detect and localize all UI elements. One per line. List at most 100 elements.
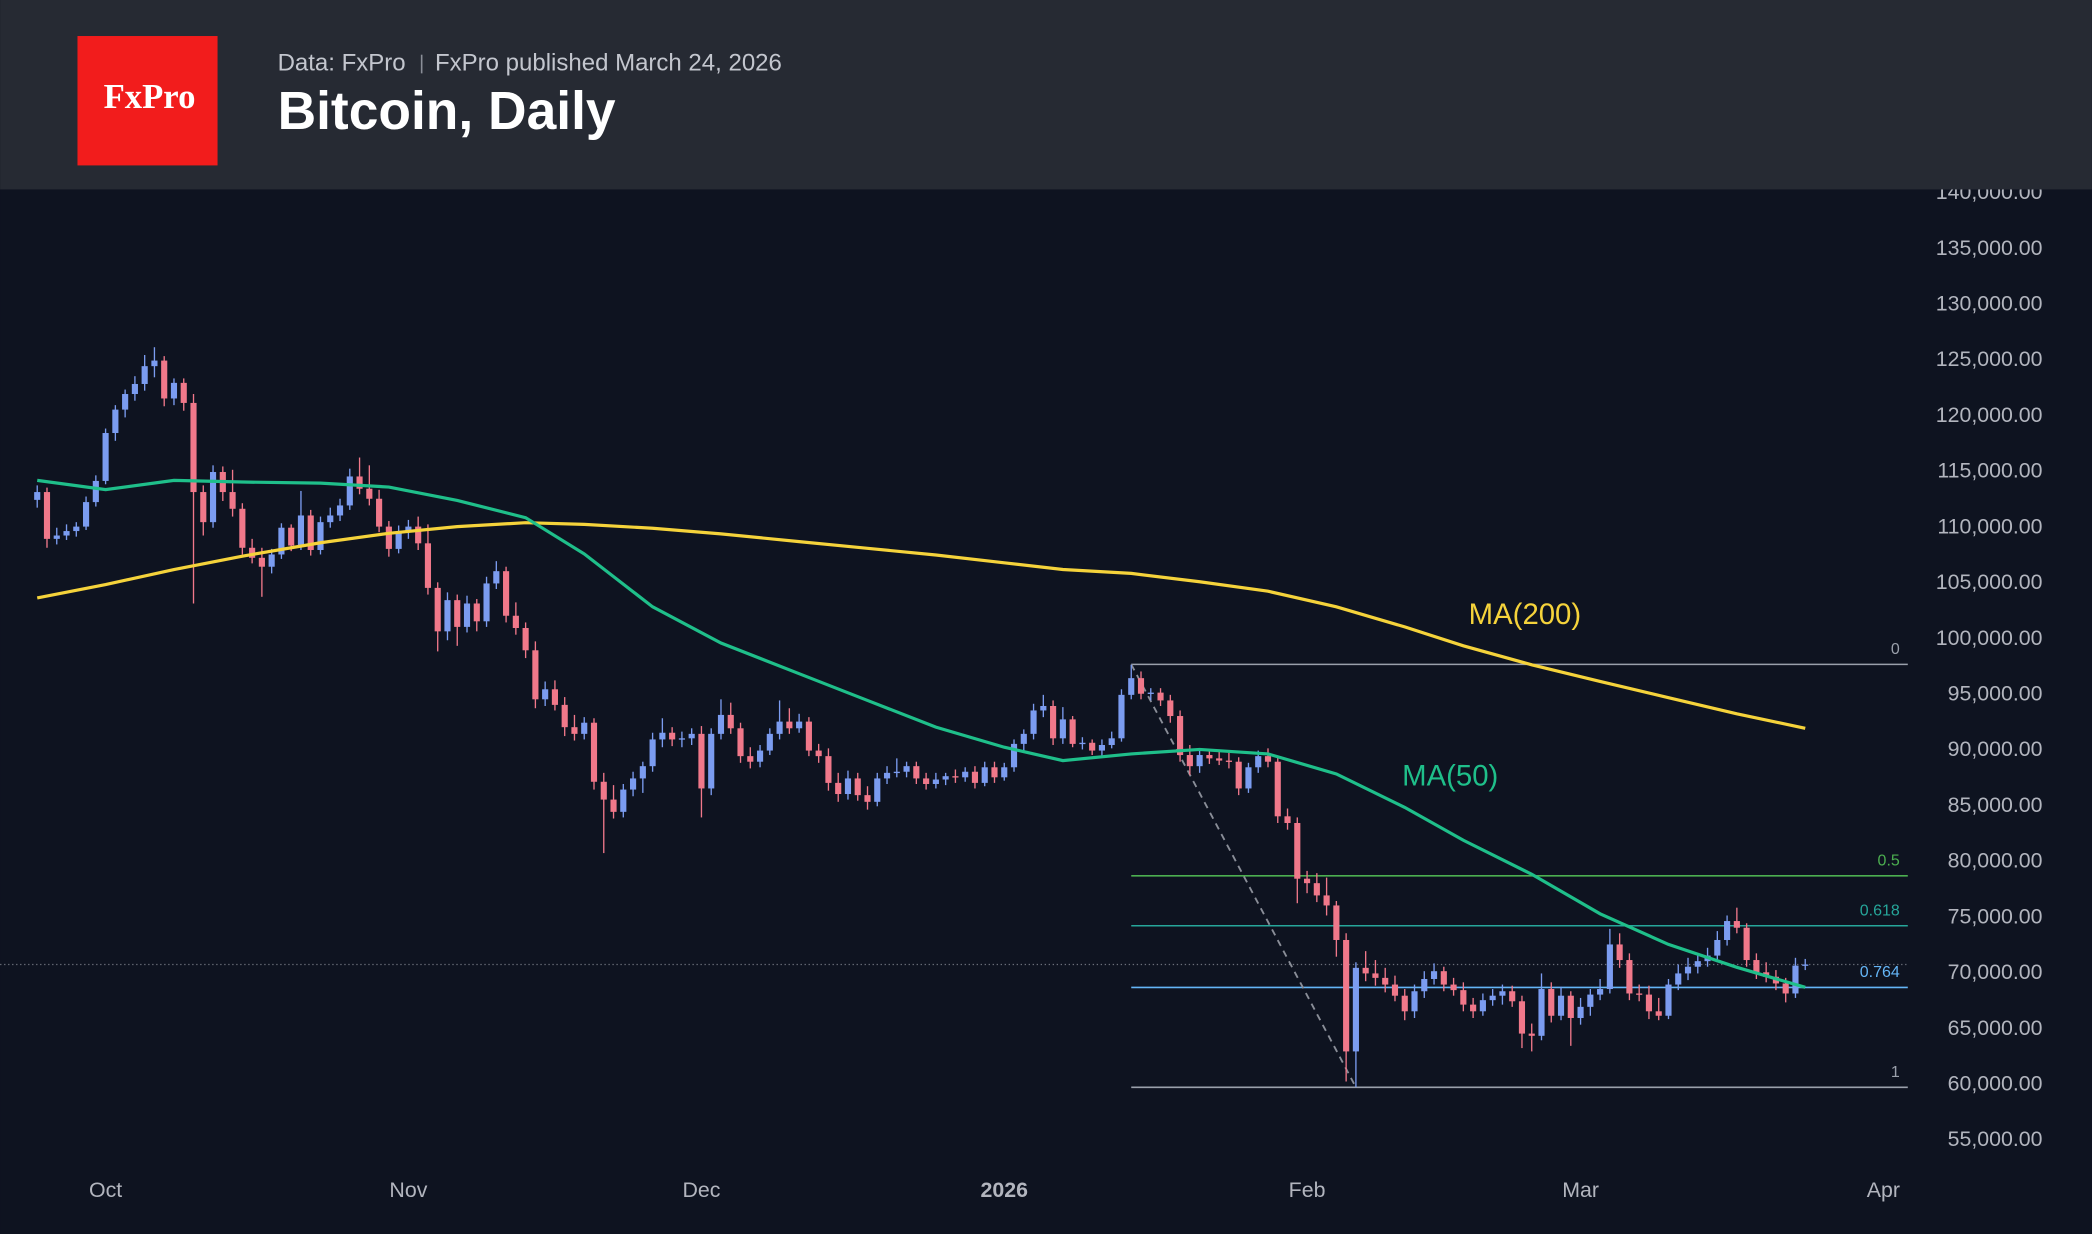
- ma-line: [36, 521, 1806, 730]
- y-tick-label: 60,000.00: [1948, 1071, 2043, 1095]
- candle-body: [268, 554, 275, 567]
- candle-body: [1470, 1004, 1477, 1012]
- candle-body: [1528, 1033, 1535, 1036]
- candle-body: [1313, 883, 1320, 896]
- y-tick-label: 70,000.00: [1948, 960, 2043, 984]
- header-bar: [0, 0, 2092, 190]
- plot-area: 55,000.00 60,000.00 65,000.00 70,000.00 75,0…: [0, 180, 2043, 1202]
- candle-body: [669, 732, 676, 740]
- candle-body: [1401, 995, 1408, 1012]
- y-tick-label: 55,000.00: [1948, 1127, 2043, 1151]
- candle-body: [1225, 760, 1232, 762]
- candle-body: [571, 727, 578, 734]
- candle-body: [630, 778, 637, 790]
- candle-body: [1606, 944, 1613, 990]
- candle-body: [1753, 960, 1760, 973]
- candle-body: [141, 366, 148, 384]
- candle-body: [1020, 733, 1027, 744]
- candle-body: [180, 382, 187, 403]
- candle-body: [493, 571, 500, 584]
- candle-body: [473, 603, 480, 622]
- candle-body: [366, 488, 373, 499]
- candle-body: [864, 795, 871, 802]
- candle-body: [1548, 989, 1555, 1016]
- candle-body: [1557, 995, 1565, 1016]
- candle-body: [307, 515, 314, 551]
- candle-body: [278, 527, 285, 555]
- candle-body: [1430, 971, 1438, 979]
- candle-body: [932, 779, 939, 784]
- candle-body: [708, 733, 715, 789]
- y-tick-label: 130,000.00: [1936, 292, 2043, 316]
- candle-body: [942, 776, 949, 780]
- candle-body: [1196, 755, 1203, 767]
- candle-body: [981, 767, 988, 783]
- candle-body: [170, 382, 178, 399]
- candle-body: [336, 505, 344, 516]
- candle-body: [883, 772, 891, 779]
- candle-body: [434, 587, 441, 632]
- fib-trend-line: [1130, 663, 1357, 1088]
- candle-body: [727, 714, 734, 729]
- candle-body: [1724, 921, 1731, 940]
- candle-body: [561, 704, 568, 728]
- candle-body: [1245, 767, 1252, 789]
- candle-body: [463, 603, 471, 627]
- candle-body: [346, 476, 353, 506]
- candle-body: [444, 600, 451, 632]
- candle-body: [512, 615, 519, 629]
- candle-body: [1675, 973, 1682, 985]
- candle-body: [483, 583, 490, 622]
- candle-body: [92, 480, 99, 503]
- fib-level-label: 1: [1891, 1064, 1900, 1081]
- candle-body: [1284, 816, 1291, 823]
- candle-body: [649, 739, 656, 767]
- fib-level-label: 0.5: [1878, 852, 1900, 869]
- candle-body: [756, 750, 764, 762]
- candle-body: [581, 722, 588, 734]
- candle-body: [532, 650, 539, 700]
- candle-body: [1137, 678, 1145, 694]
- candle-body: [1333, 905, 1340, 940]
- candle-body: [600, 781, 607, 800]
- candle-body: [1743, 927, 1750, 961]
- y-tick-label: 120,000.00: [1936, 403, 2043, 427]
- x-tick-label: 2026: [981, 1178, 1029, 1202]
- candle-body: [63, 531, 70, 536]
- fib-level-label: 0.764: [1860, 964, 1900, 981]
- candle-body: [122, 394, 129, 410]
- y-tick-label: 75,000.00: [1948, 904, 2043, 928]
- candle-body: [610, 799, 617, 812]
- candle-body: [1694, 961, 1701, 967]
- x-tick-label: Nov: [389, 1178, 427, 1202]
- ma-line: [37, 478, 1806, 989]
- candle-body: [1802, 964, 1809, 966]
- y-tick-label: 85,000.00: [1948, 793, 2043, 817]
- candle-body: [805, 721, 812, 751]
- logo-text: FxPro: [104, 77, 196, 116]
- candle-body: [844, 778, 852, 795]
- candle-body: [1294, 822, 1301, 879]
- candle-body: [131, 383, 138, 395]
- candle-body: [1186, 755, 1193, 767]
- candle-body: [913, 766, 920, 779]
- candle-body: [1050, 705, 1057, 739]
- candle-body: [1489, 995, 1496, 1001]
- y-tick-label: 110,000.00: [1937, 514, 2042, 538]
- candle-body: [415, 526, 422, 544]
- candle-body: [1147, 692, 1154, 694]
- candle-body: [551, 689, 558, 705]
- candle-body: [1665, 984, 1672, 1016]
- candle-body: [1538, 989, 1545, 1036]
- y-tick-label: 115,000.00: [1937, 459, 2042, 483]
- candle-body: [1372, 973, 1379, 978]
- candle-body: [1010, 743, 1018, 768]
- title: Bitcoin, Daily: [278, 82, 616, 141]
- candle-body: [991, 767, 998, 778]
- candle-body: [874, 778, 881, 802]
- candle-body: [1108, 738, 1115, 745]
- x-tick-label: Apr: [1867, 1178, 1900, 1202]
- x-tick-label: Dec: [682, 1178, 720, 1202]
